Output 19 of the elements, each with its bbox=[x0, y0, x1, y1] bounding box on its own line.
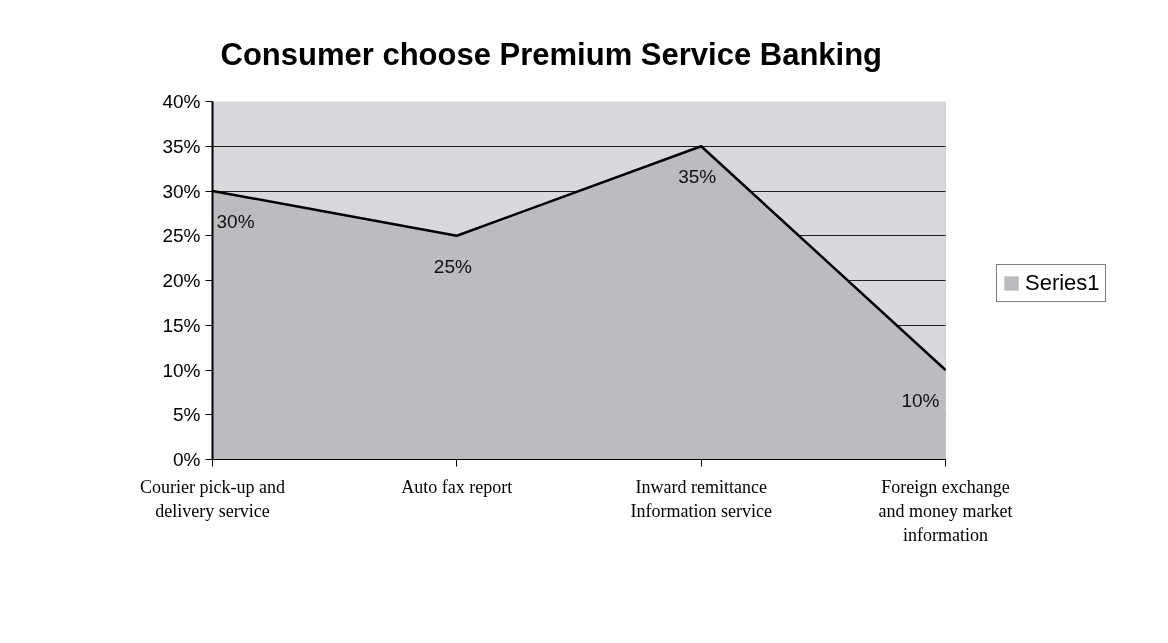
x-tick-label: Courier pick-up and delivery service bbox=[140, 476, 285, 521]
y-tick-label: 5% bbox=[173, 404, 201, 426]
y-tick-label: 15% bbox=[162, 314, 201, 336]
data-label: 30% bbox=[216, 211, 255, 232]
y-tick-label: 25% bbox=[162, 225, 201, 247]
data-label: 10% bbox=[901, 390, 940, 411]
data-label: 35% bbox=[678, 166, 717, 188]
chart-title: Consumer choose Premium Service Banking bbox=[220, 36, 883, 72]
y-tick-label: 35% bbox=[162, 135, 201, 157]
y-tick-label: 40% bbox=[162, 91, 201, 112]
x-tick-label: Auto fax report bbox=[401, 476, 513, 497]
x-tick-label: Foreign exchange and money market information bbox=[878, 476, 1013, 545]
y-tick-label: 20% bbox=[162, 270, 201, 291]
y-tick-label: 30% bbox=[162, 180, 201, 202]
y-tick-label: 0% bbox=[173, 449, 201, 470]
y-tick-label: 10% bbox=[162, 359, 201, 381]
data-label: 25% bbox=[433, 255, 472, 277]
legend-label: Series1 bbox=[1025, 270, 1100, 296]
x-tick-label: Inward remittance Information service bbox=[630, 476, 772, 521]
